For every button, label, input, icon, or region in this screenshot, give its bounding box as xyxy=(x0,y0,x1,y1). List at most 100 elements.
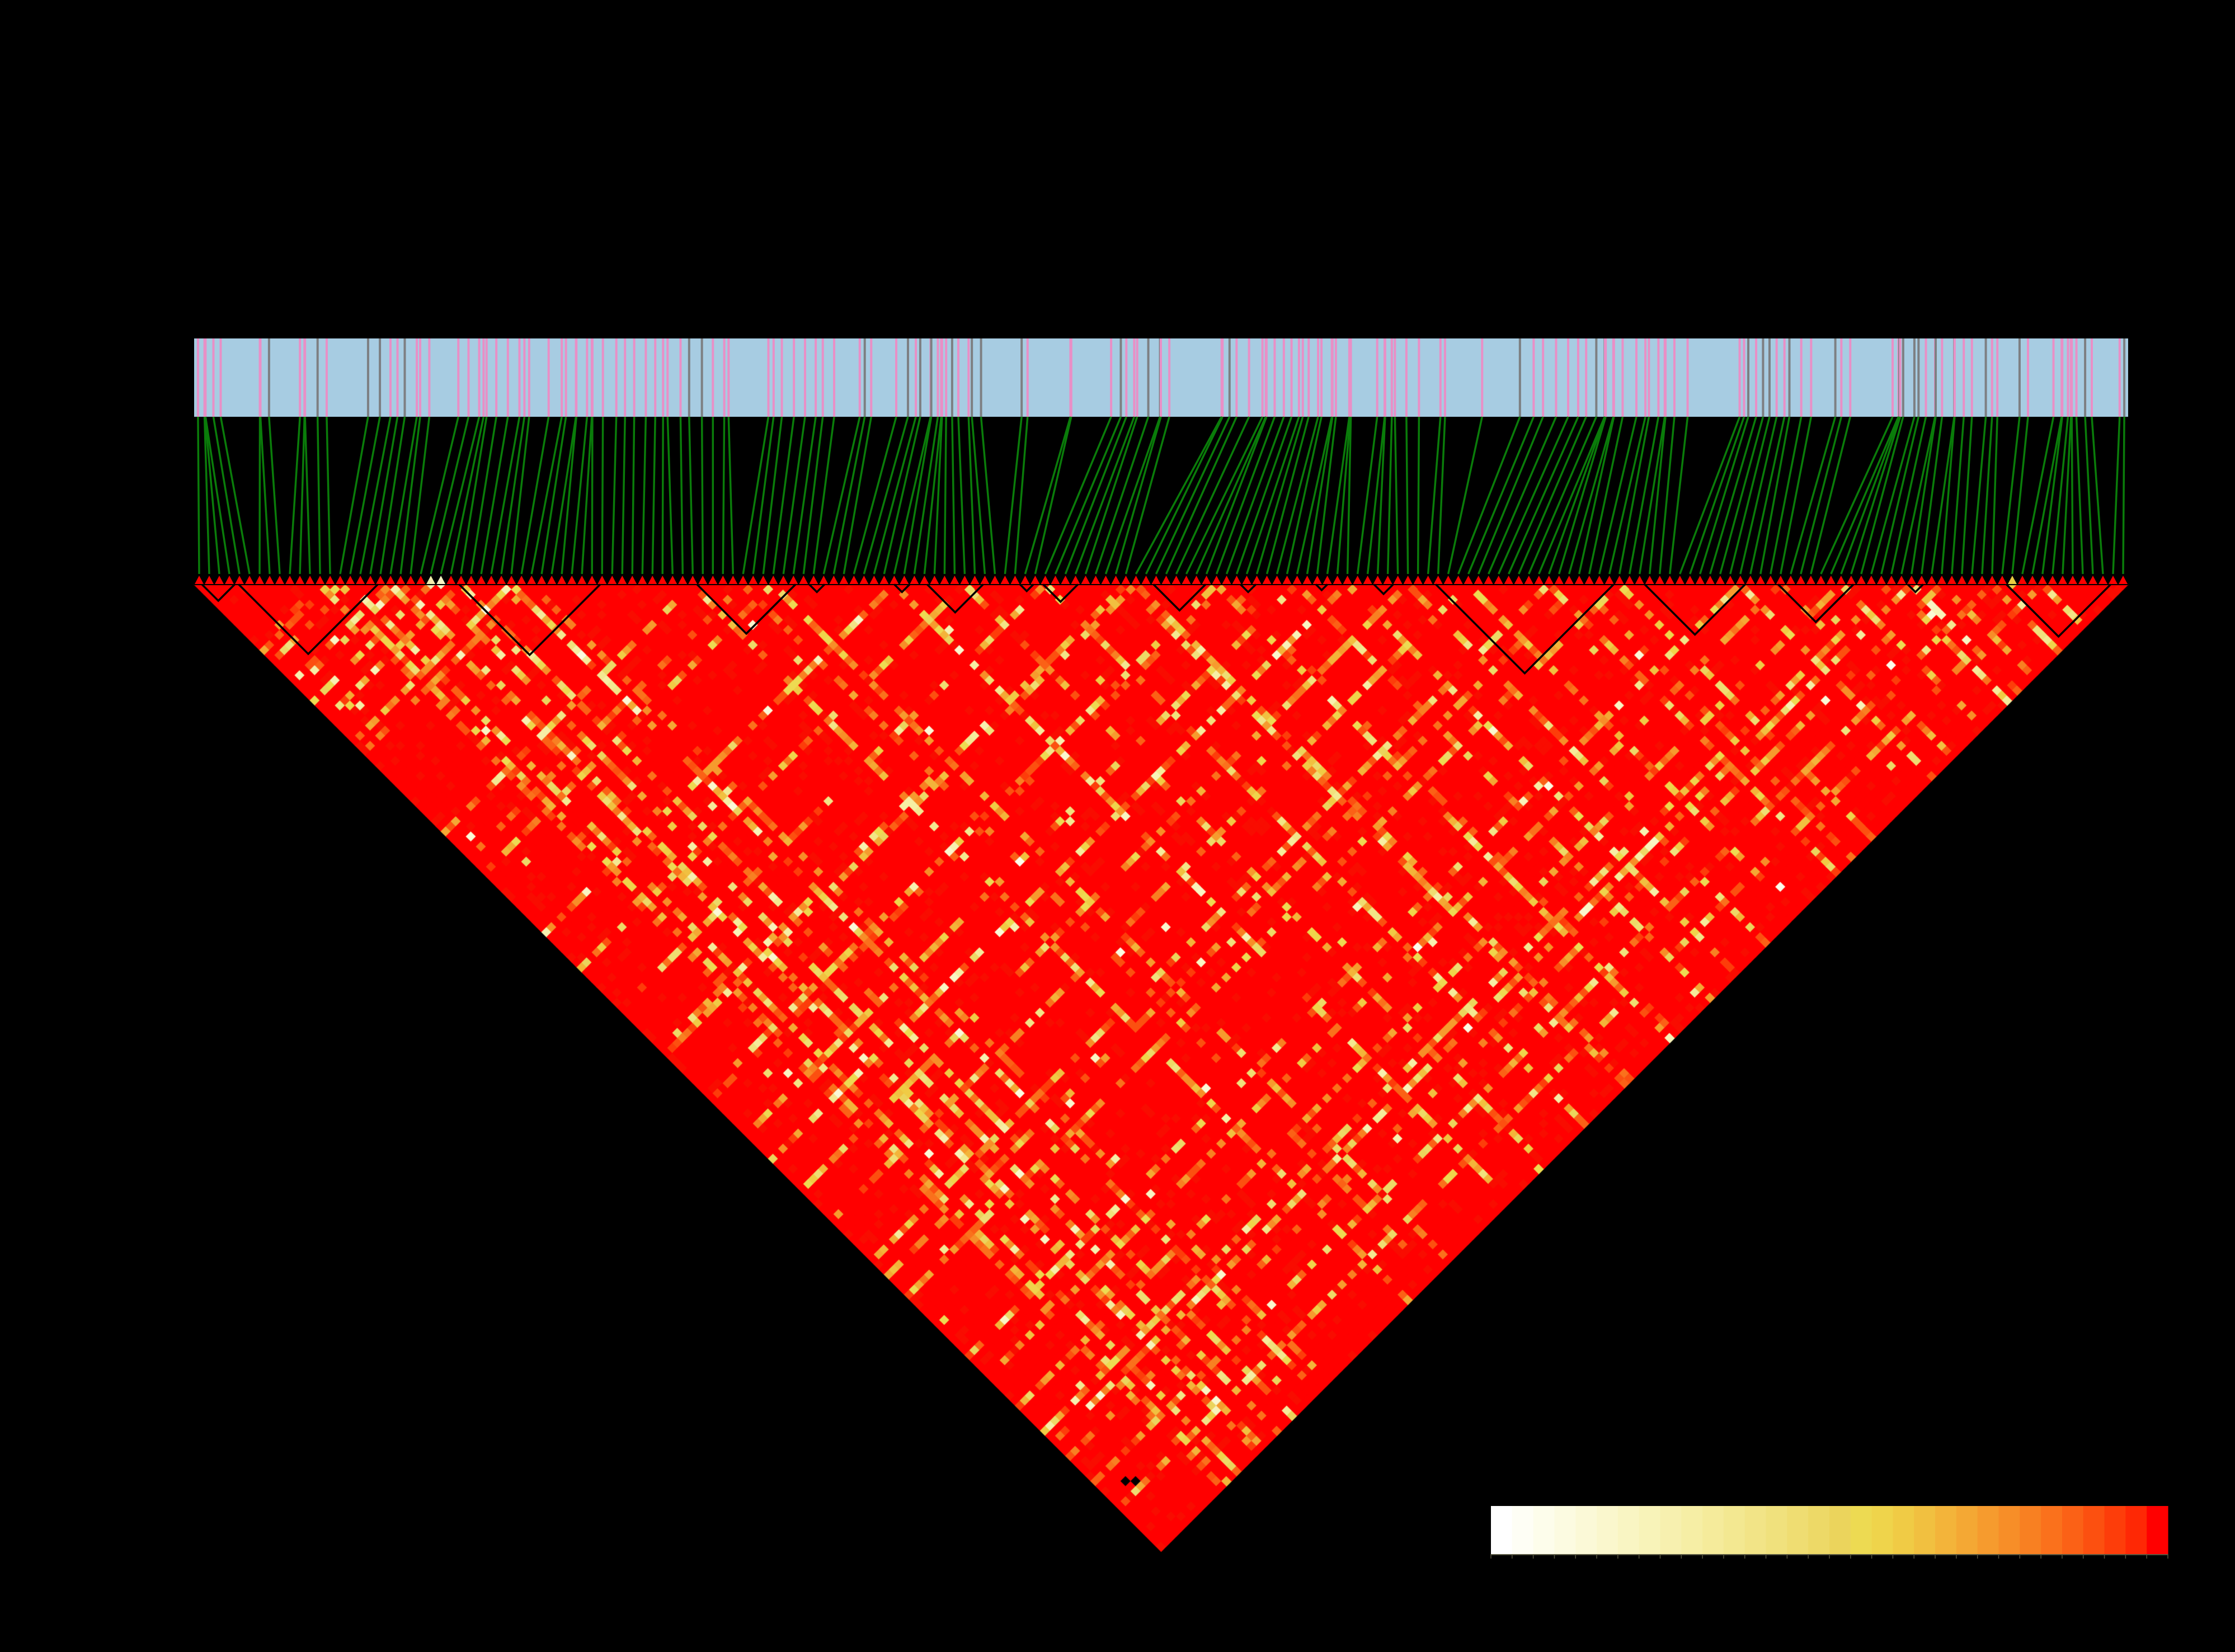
snp-position-tick xyxy=(1800,338,1803,417)
mapping-line xyxy=(2052,416,2069,575)
marker-triangle xyxy=(960,576,970,584)
marker-triangle xyxy=(1927,576,1936,584)
snp-position-tick xyxy=(1577,338,1579,417)
snp-position-tick xyxy=(2075,338,2078,417)
marker-triangle xyxy=(446,576,456,584)
snp-position-tick xyxy=(1743,338,1745,417)
mapping-line xyxy=(2091,416,2104,575)
colorbar-segment xyxy=(1702,1506,1724,1554)
marker-triangle xyxy=(386,576,396,584)
marker-triangle xyxy=(1061,576,1070,584)
colorbar-segment xyxy=(1871,1506,1894,1554)
mapping-line xyxy=(1276,416,1319,575)
mapping-line xyxy=(268,416,281,575)
mapping-line xyxy=(510,416,530,575)
mapping-line xyxy=(1911,416,1937,575)
mapping-line xyxy=(1598,416,1638,575)
snp-position-tick xyxy=(1136,338,1138,417)
marker-triangle xyxy=(1544,576,1554,584)
snp-position-tick xyxy=(1376,338,1378,417)
snp-position-tick xyxy=(1783,338,1786,417)
mapping-line xyxy=(1689,416,1745,575)
mapping-line xyxy=(530,416,563,575)
mapping-line xyxy=(1921,416,1944,575)
marker-triangle xyxy=(205,576,214,584)
snp-position-tick xyxy=(299,338,302,417)
marker-triangle xyxy=(920,576,929,584)
mapping-line xyxy=(2075,416,2084,575)
mapping-line xyxy=(893,416,932,575)
colorbar-segment xyxy=(1829,1506,1851,1554)
marker-triangle xyxy=(980,576,990,584)
snp-position-tick xyxy=(403,338,406,417)
marker-triangle xyxy=(406,576,416,584)
snp-position-tick xyxy=(1657,338,1660,417)
mapping-line xyxy=(430,416,470,575)
marker-triangle xyxy=(587,576,597,584)
colorbar-segment xyxy=(2147,1506,2168,1554)
colorbar-segment xyxy=(2062,1506,2084,1554)
mapping-line xyxy=(1729,416,1771,575)
snp-position-tick xyxy=(1418,338,1420,417)
mapping-line xyxy=(843,416,872,575)
marker-triangle xyxy=(215,576,224,584)
marker-triangle xyxy=(436,576,446,584)
mapping-line xyxy=(1346,416,1352,575)
snp-position-tick xyxy=(1133,338,1136,417)
marker-triangle xyxy=(1031,576,1040,584)
marker-triangle xyxy=(1997,576,2007,584)
mapping-line xyxy=(1508,416,1579,575)
marker-triangle xyxy=(426,576,436,584)
snp-position-tick xyxy=(980,338,982,417)
mapping-line xyxy=(1790,416,1837,575)
marker-triangle xyxy=(1917,576,1926,584)
mapping-line xyxy=(1890,416,1927,575)
mapping-line xyxy=(2021,416,2055,575)
haplotype-block-outline xyxy=(2005,583,2112,638)
snp-position-tick xyxy=(2091,338,2093,417)
mapping-line xyxy=(1679,416,1741,575)
marker-triangle xyxy=(295,576,305,584)
snp-position-tick xyxy=(196,338,199,417)
marker-triangle xyxy=(577,576,587,584)
marker-triangle xyxy=(1494,576,1503,584)
marker-triangle xyxy=(1151,576,1161,584)
marker-triangle xyxy=(1856,576,1866,584)
mapping-line xyxy=(550,416,577,575)
marker-triangle xyxy=(1131,576,1141,584)
mapping-line xyxy=(727,416,735,575)
mapping-line xyxy=(873,416,917,575)
mapping-line xyxy=(440,416,481,575)
snp-position-tick xyxy=(304,338,307,417)
mapping-line xyxy=(1951,416,1965,575)
colorbar-segment xyxy=(2020,1506,2041,1554)
haplotype-block-outline xyxy=(926,583,984,614)
snp-position-tick xyxy=(1282,338,1285,417)
snp-position-tick xyxy=(1168,338,1171,417)
mapping-line xyxy=(1004,416,1023,575)
colorbar-segment xyxy=(2104,1506,2126,1554)
mapping-line xyxy=(1306,416,1334,575)
marker-triangle xyxy=(1262,576,1272,584)
mapping-line xyxy=(1850,416,1902,575)
marker-triangle xyxy=(1635,576,1644,584)
snp-position-tick xyxy=(2084,338,2087,417)
marker-triangle xyxy=(1232,576,1241,584)
marker-triangle xyxy=(708,576,718,584)
snp-position-tick xyxy=(1849,338,1852,417)
marker-triangle xyxy=(1474,576,1483,584)
mapping-line xyxy=(1185,416,1264,575)
marker-triangle xyxy=(1675,576,1685,584)
mapping-line xyxy=(1588,416,1624,575)
haplotype-block-outline xyxy=(1152,583,1207,612)
marker-triangle xyxy=(749,576,758,584)
mapping-line xyxy=(2031,416,2063,575)
mapping-line xyxy=(1235,416,1293,575)
mapping-line xyxy=(1528,416,1597,575)
snp-position-tick xyxy=(1228,338,1231,417)
colorbar-segment xyxy=(1575,1506,1597,1554)
mapping-line xyxy=(420,416,459,575)
snp-position-tick xyxy=(863,338,866,417)
mapping-line xyxy=(1326,416,1351,575)
